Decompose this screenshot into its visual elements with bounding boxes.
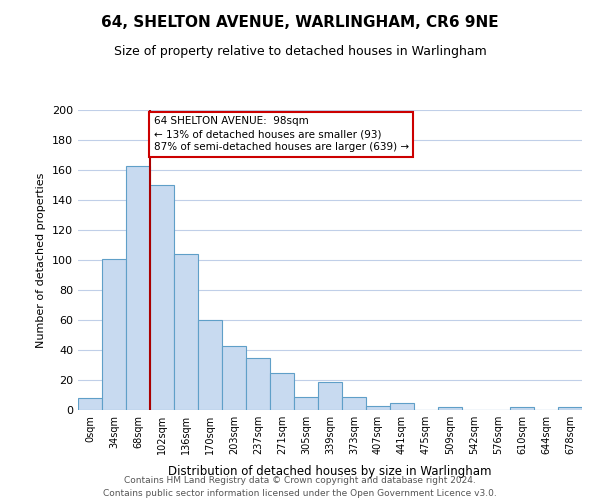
- Bar: [318, 382, 342, 410]
- Bar: [126, 166, 150, 410]
- Bar: [246, 358, 270, 410]
- Bar: [174, 254, 198, 410]
- Bar: [342, 396, 366, 410]
- Bar: [558, 407, 582, 410]
- Bar: [198, 320, 222, 410]
- Bar: [390, 402, 414, 410]
- Bar: [78, 398, 102, 410]
- Text: Contains public sector information licensed under the Open Government Licence v3: Contains public sector information licen…: [103, 488, 497, 498]
- Bar: [270, 372, 294, 410]
- Text: 64, SHELTON AVENUE, WARLINGHAM, CR6 9NE: 64, SHELTON AVENUE, WARLINGHAM, CR6 9NE: [101, 15, 499, 30]
- Bar: [150, 185, 174, 410]
- X-axis label: Distribution of detached houses by size in Warlingham: Distribution of detached houses by size …: [168, 466, 492, 478]
- Bar: [222, 346, 246, 410]
- Text: 64 SHELTON AVENUE:  98sqm
← 13% of detached houses are smaller (93)
87% of semi-: 64 SHELTON AVENUE: 98sqm ← 13% of detach…: [154, 116, 409, 152]
- Bar: [102, 258, 126, 410]
- Bar: [510, 407, 534, 410]
- Bar: [294, 396, 318, 410]
- Bar: [366, 406, 390, 410]
- Bar: [438, 407, 462, 410]
- Y-axis label: Number of detached properties: Number of detached properties: [37, 172, 46, 348]
- Text: Size of property relative to detached houses in Warlingham: Size of property relative to detached ho…: [113, 45, 487, 58]
- Text: Contains HM Land Registry data © Crown copyright and database right 2024.: Contains HM Land Registry data © Crown c…: [124, 476, 476, 485]
